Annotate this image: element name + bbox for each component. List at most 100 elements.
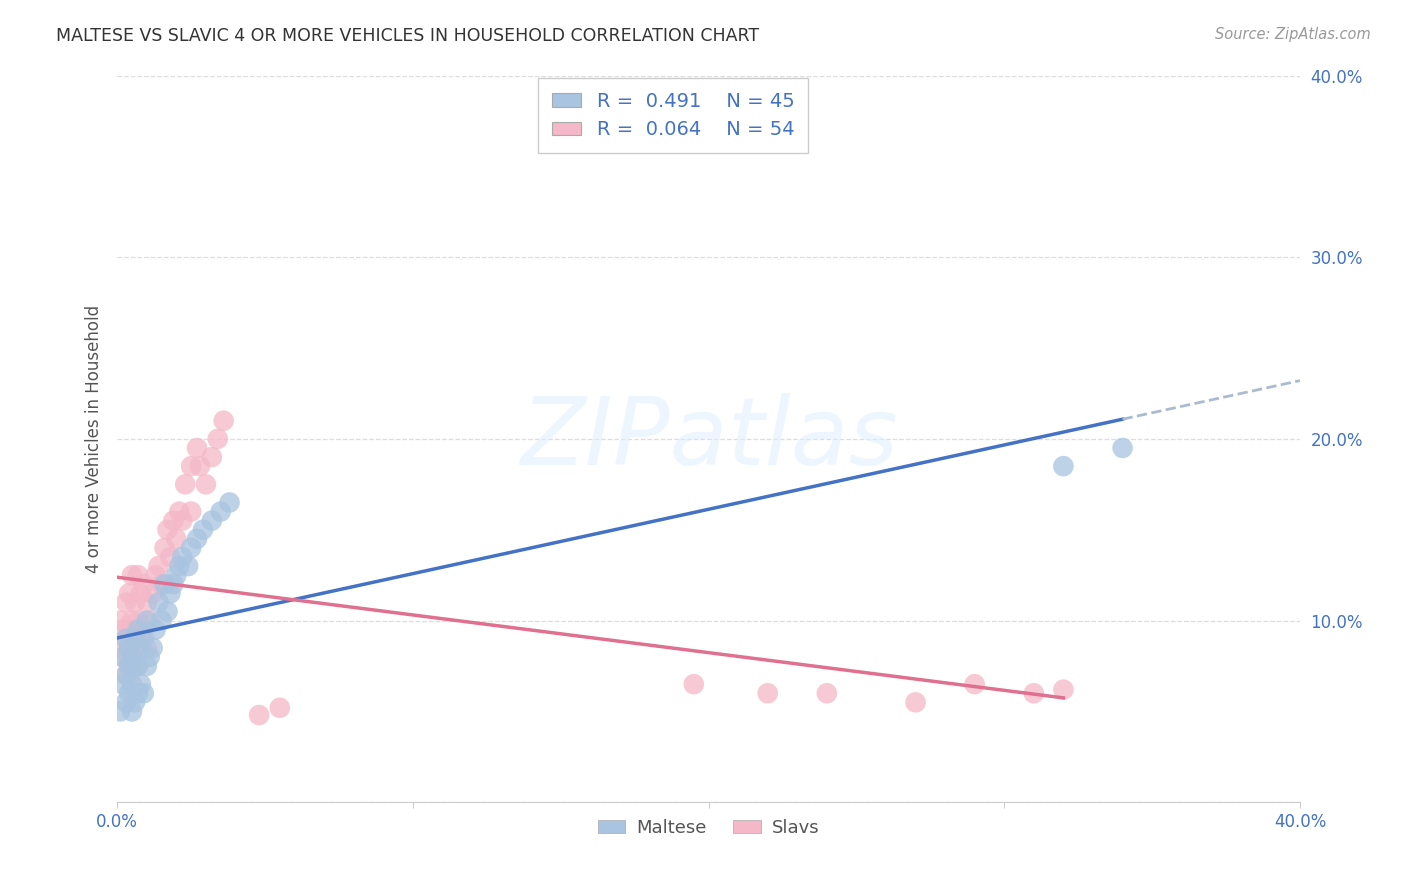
Point — [121, 649, 143, 664]
Point — [150, 577, 173, 591]
Point — [172, 549, 194, 564]
Point — [129, 640, 152, 655]
Text: Source: ZipAtlas.com: Source: ZipAtlas.com — [1215, 27, 1371, 42]
Point — [150, 614, 173, 628]
Point — [108, 640, 131, 655]
Point — [135, 659, 157, 673]
Text: ZIPatlas: ZIPatlas — [520, 393, 897, 484]
Y-axis label: 4 or more Vehicles in Household: 4 or more Vehicles in Household — [86, 305, 103, 573]
Point — [124, 659, 146, 673]
Point — [135, 640, 157, 655]
Point — [180, 459, 202, 474]
Point — [115, 668, 138, 682]
Point — [963, 677, 986, 691]
Point — [162, 577, 184, 591]
Point — [207, 432, 229, 446]
Point — [191, 523, 214, 537]
Point — [815, 686, 838, 700]
Point — [269, 700, 291, 714]
Point — [162, 514, 184, 528]
Point — [142, 586, 165, 600]
Point — [115, 695, 138, 709]
Point — [118, 686, 141, 700]
Point — [124, 595, 146, 609]
Point — [148, 595, 170, 609]
Point — [118, 640, 141, 655]
Point — [218, 495, 240, 509]
Point — [127, 659, 149, 673]
Point — [159, 586, 181, 600]
Point — [112, 623, 135, 637]
Point — [142, 640, 165, 655]
Point — [145, 568, 167, 582]
Point — [112, 649, 135, 664]
Point — [212, 414, 235, 428]
Point — [115, 668, 138, 682]
Point — [1022, 686, 1045, 700]
Point — [186, 441, 208, 455]
Point — [121, 568, 143, 582]
Point — [145, 623, 167, 637]
Point — [159, 549, 181, 564]
Point — [194, 477, 217, 491]
Point — [138, 649, 160, 664]
Point — [177, 559, 200, 574]
Point — [132, 686, 155, 700]
Point — [209, 505, 232, 519]
Point — [1052, 682, 1074, 697]
Point — [165, 568, 187, 582]
Point — [148, 559, 170, 574]
Point — [174, 477, 197, 491]
Point — [165, 532, 187, 546]
Point — [129, 586, 152, 600]
Legend: Maltese, Slavs: Maltese, Slavs — [591, 812, 827, 844]
Point — [132, 632, 155, 646]
Point — [153, 541, 176, 555]
Point — [118, 659, 141, 673]
Point — [186, 532, 208, 546]
Point — [121, 614, 143, 628]
Point — [124, 640, 146, 655]
Point — [115, 632, 138, 646]
Point — [129, 677, 152, 691]
Point — [127, 686, 149, 700]
Point — [188, 459, 211, 474]
Point — [124, 632, 146, 646]
Point — [115, 632, 138, 646]
Point — [118, 586, 141, 600]
Point — [904, 695, 927, 709]
Point — [108, 705, 131, 719]
Point — [1111, 441, 1133, 455]
Point — [118, 623, 141, 637]
Point — [138, 614, 160, 628]
Point — [180, 541, 202, 555]
Point — [115, 595, 138, 609]
Point — [121, 705, 143, 719]
Point — [112, 649, 135, 664]
Point — [169, 559, 191, 574]
Text: MALTESE VS SLAVIC 4 OR MORE VEHICLES IN HOUSEHOLD CORRELATION CHART: MALTESE VS SLAVIC 4 OR MORE VEHICLES IN … — [56, 27, 759, 45]
Point — [112, 677, 135, 691]
Point — [132, 623, 155, 637]
Point — [121, 649, 143, 664]
Point — [1052, 459, 1074, 474]
Point — [118, 659, 141, 673]
Point — [201, 514, 224, 528]
Point — [135, 595, 157, 609]
Point — [121, 677, 143, 691]
Point — [124, 695, 146, 709]
Point — [127, 614, 149, 628]
Point — [127, 659, 149, 673]
Point — [127, 623, 149, 637]
Point — [247, 708, 270, 723]
Point — [156, 605, 179, 619]
Point — [153, 577, 176, 591]
Point — [180, 505, 202, 519]
Point — [108, 614, 131, 628]
Point — [132, 577, 155, 591]
Point — [135, 614, 157, 628]
Point — [201, 450, 224, 464]
Point — [129, 632, 152, 646]
Point — [172, 514, 194, 528]
Point — [127, 568, 149, 582]
